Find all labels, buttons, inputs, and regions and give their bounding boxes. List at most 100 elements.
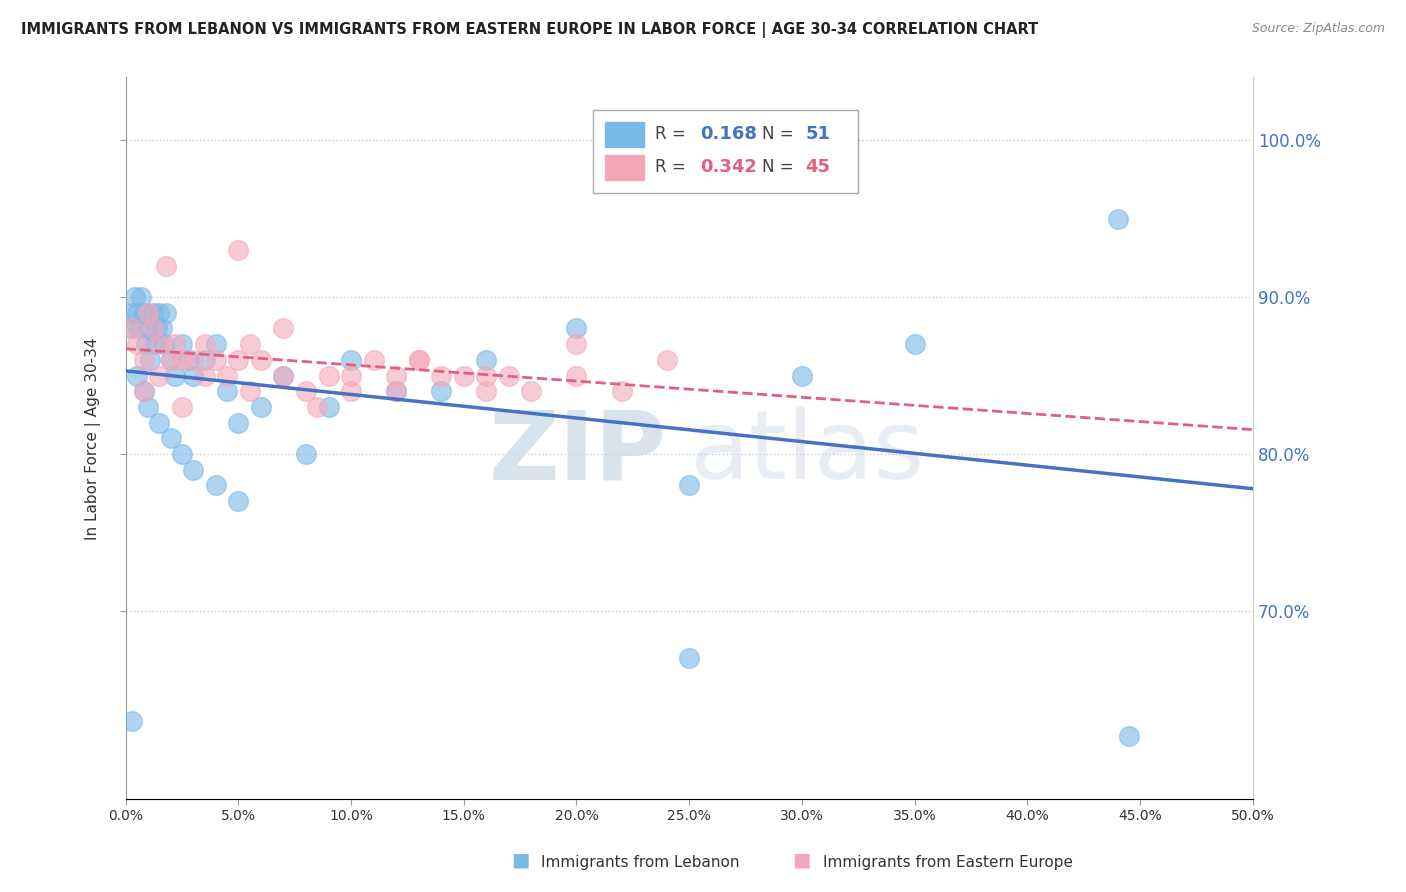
Point: [121, 321, 143, 335]
Point: [131, 290, 153, 304]
Point: [790, 368, 813, 383]
Point: [139, 352, 162, 367]
Text: ZIP: ZIP: [489, 406, 666, 500]
Point: [132, 306, 155, 320]
Point: [148, 368, 170, 383]
Point: [193, 337, 215, 351]
Text: IMMIGRANTS FROM LEBANON VS IMMIGRANTS FROM EASTERN EUROPE IN LABOR FORCE | AGE 3: IMMIGRANTS FROM LEBANON VS IMMIGRANTS FR…: [21, 22, 1039, 38]
Point: [340, 352, 363, 367]
Point: [340, 368, 363, 383]
Point: [239, 384, 262, 399]
Point: [228, 243, 250, 257]
Point: [385, 384, 408, 399]
Point: [125, 306, 148, 320]
Point: [430, 384, 453, 399]
Text: ■: ■: [792, 851, 811, 870]
Point: [318, 368, 340, 383]
Point: [430, 368, 453, 383]
Point: [125, 337, 148, 351]
Point: [136, 306, 159, 320]
Point: [121, 306, 143, 320]
Point: [170, 337, 193, 351]
Point: [363, 352, 385, 367]
Point: [132, 384, 155, 399]
Text: ■: ■: [510, 851, 530, 870]
Point: [273, 321, 295, 335]
Point: [273, 368, 295, 383]
Point: [132, 352, 155, 367]
Point: [159, 352, 181, 367]
Point: [155, 306, 177, 320]
Point: [142, 306, 165, 320]
Point: [177, 352, 200, 367]
Point: [204, 478, 226, 492]
Point: [295, 384, 318, 399]
Point: [181, 462, 204, 476]
Text: 45: 45: [806, 158, 831, 176]
Point: [159, 352, 181, 367]
Text: Immigrants from Lebanon: Immigrants from Lebanon: [541, 855, 740, 870]
Point: [475, 368, 498, 383]
Point: [678, 478, 700, 492]
Point: [204, 337, 226, 351]
Point: [142, 321, 165, 335]
Point: [655, 352, 678, 367]
Point: [150, 321, 173, 335]
Point: [250, 352, 273, 367]
Point: [135, 337, 157, 351]
Point: [120, 321, 142, 335]
Point: [273, 368, 295, 383]
Point: [215, 384, 238, 399]
Point: [565, 337, 588, 351]
Point: [408, 352, 430, 367]
Text: N =: N =: [762, 126, 800, 144]
Point: [904, 337, 927, 351]
Point: [228, 352, 250, 367]
Point: [1107, 211, 1129, 226]
Point: [475, 352, 498, 367]
Point: [165, 368, 187, 383]
Point: [181, 352, 204, 367]
Point: [155, 259, 177, 273]
Text: atlas: atlas: [689, 406, 924, 500]
Point: [1118, 729, 1140, 743]
Text: Source: ZipAtlas.com: Source: ZipAtlas.com: [1251, 22, 1385, 36]
Point: [132, 384, 155, 399]
Text: N =: N =: [762, 158, 800, 176]
Point: [148, 306, 170, 320]
Text: Immigrants from Eastern Europe: Immigrants from Eastern Europe: [823, 855, 1073, 870]
Point: [204, 352, 226, 367]
Point: [228, 494, 250, 508]
Y-axis label: In Labor Force | Age 30-34: In Labor Force | Age 30-34: [86, 337, 101, 540]
Point: [170, 400, 193, 414]
Point: [678, 651, 700, 665]
Point: [148, 416, 170, 430]
Point: [170, 447, 193, 461]
Point: [239, 337, 262, 351]
Point: [148, 337, 170, 351]
Text: 51: 51: [806, 126, 831, 144]
Bar: [593, 110, 858, 193]
Point: [170, 352, 193, 367]
Point: [181, 368, 204, 383]
Bar: [605, 122, 644, 147]
Point: [475, 384, 498, 399]
Point: [136, 321, 159, 335]
Point: [193, 352, 215, 367]
Point: [121, 714, 143, 728]
Point: [498, 368, 520, 383]
Bar: [605, 154, 644, 180]
Text: 0.342: 0.342: [700, 158, 758, 176]
Point: [307, 400, 329, 414]
Point: [453, 368, 475, 383]
Point: [136, 400, 159, 414]
Point: [250, 400, 273, 414]
Point: [159, 431, 181, 445]
Point: [193, 368, 215, 383]
Point: [128, 321, 150, 335]
Point: [146, 321, 169, 335]
Point: [295, 447, 318, 461]
Point: [565, 321, 588, 335]
Text: 0.168: 0.168: [700, 126, 758, 144]
Point: [340, 384, 363, 399]
